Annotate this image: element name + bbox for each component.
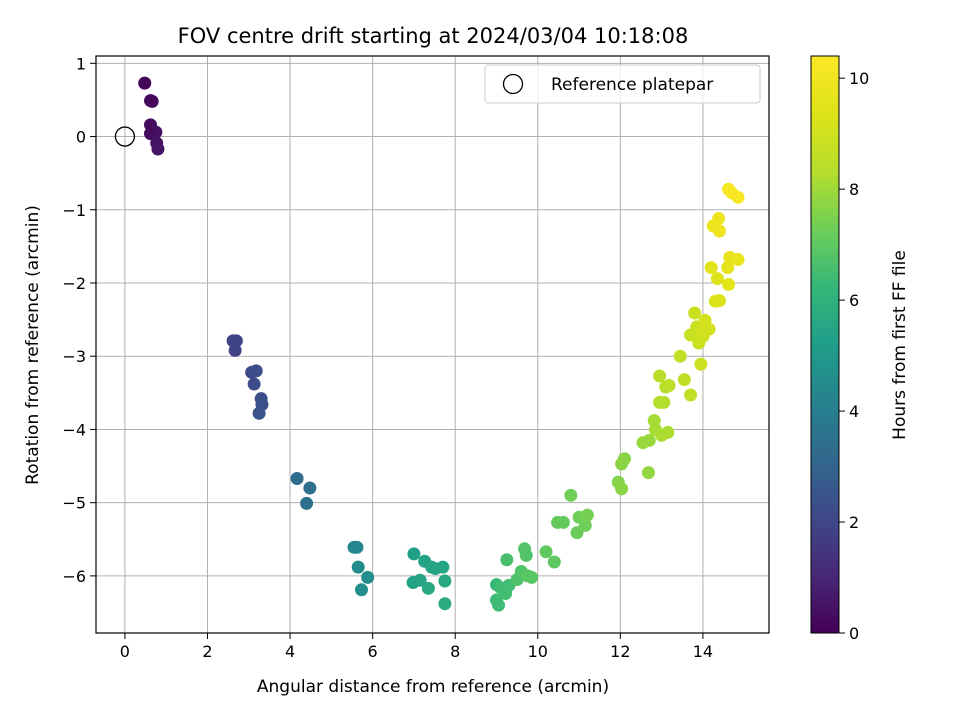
grid-lines xyxy=(96,56,769,633)
data-point xyxy=(438,597,452,611)
data-point xyxy=(249,364,263,378)
data-point xyxy=(354,583,368,597)
data-point xyxy=(539,545,553,559)
data-point xyxy=(653,369,667,383)
y-axis-label: Rotation from reference (arcmin) xyxy=(23,205,43,485)
x-tick-label: 10 xyxy=(528,642,548,661)
x-tick-label: 8 xyxy=(450,642,460,661)
data-point xyxy=(642,433,656,447)
data-point xyxy=(407,547,421,561)
data-point xyxy=(138,76,152,90)
reference-point xyxy=(114,126,136,147)
data-point xyxy=(564,488,578,502)
data-point xyxy=(361,570,375,584)
legend-marker-icon xyxy=(502,73,524,95)
data-point xyxy=(438,574,452,588)
data-point xyxy=(151,142,165,156)
y-tick-label: −2 xyxy=(62,274,86,293)
y-tick-label: −3 xyxy=(62,347,86,366)
colorbar-tick-label: 4 xyxy=(849,402,859,421)
x-axis-label: Angular distance from reference (arcmin) xyxy=(257,677,609,697)
y-tick-label: −5 xyxy=(62,494,86,513)
data-point xyxy=(303,481,317,495)
data-point xyxy=(351,560,365,574)
data-point xyxy=(499,586,513,600)
data-point xyxy=(617,452,631,466)
data-points xyxy=(138,76,745,612)
colorbar-tick-label: 2 xyxy=(849,513,859,532)
data-point xyxy=(290,471,304,485)
data-point xyxy=(688,306,702,320)
x-tick-label: 12 xyxy=(610,642,630,661)
colorbar-ticks: 0 2 4 6 8 10 xyxy=(839,69,869,643)
y-tick-label: 0 xyxy=(76,128,86,147)
data-point xyxy=(704,261,718,275)
data-point xyxy=(731,190,745,204)
data-point xyxy=(673,349,687,363)
plot-frame xyxy=(95,55,770,634)
colorbar-tick-label: 0 xyxy=(849,624,859,643)
legend: Reference platepar xyxy=(484,64,761,104)
y-tick-label: 1 xyxy=(76,54,86,73)
colorbar-tick-label: 8 xyxy=(849,180,859,199)
x-tick-label: 6 xyxy=(368,642,378,661)
data-point xyxy=(710,272,724,286)
chart-title: FOV centre drift starting at 2024/03/04 … xyxy=(178,24,689,48)
data-point xyxy=(247,377,261,391)
colorbar-label: Hours from first FF file xyxy=(890,250,910,440)
data-point xyxy=(436,560,450,574)
legend-label: Reference platepar xyxy=(551,75,713,95)
data-point xyxy=(556,515,570,529)
data-point xyxy=(721,261,735,275)
data-point xyxy=(578,518,592,532)
data-point xyxy=(722,277,736,291)
data-point xyxy=(145,94,159,108)
y-tick-label: −4 xyxy=(62,420,86,439)
reference-marker xyxy=(114,126,136,147)
data-point xyxy=(144,127,158,141)
data-point xyxy=(228,343,242,357)
y-tick-label: −6 xyxy=(62,567,86,586)
data-point xyxy=(731,253,745,267)
data-point xyxy=(252,406,266,420)
data-point xyxy=(525,570,539,584)
data-point xyxy=(684,388,698,402)
x-tick-label: 2 xyxy=(202,642,212,661)
legend-box xyxy=(484,64,761,104)
colorbar xyxy=(810,55,840,634)
data-point xyxy=(350,540,364,554)
y-tick-label: −1 xyxy=(62,201,86,220)
data-point xyxy=(421,581,435,595)
data-point xyxy=(406,575,420,589)
data-point xyxy=(712,212,726,226)
data-point xyxy=(300,496,314,510)
x-tick-label: 4 xyxy=(285,642,295,661)
data-point xyxy=(500,553,514,567)
data-point xyxy=(677,373,691,387)
colorbar-tick-label: 10 xyxy=(849,69,869,88)
data-point xyxy=(694,357,708,371)
x-axis-ticks: 0 2 4 6 8 10 12 14 xyxy=(120,633,713,661)
data-point xyxy=(641,466,655,480)
data-point xyxy=(492,598,506,612)
data-point xyxy=(712,224,726,238)
colorbar-tick-label: 6 xyxy=(849,291,859,310)
y-axis-ticks: 1 0 −1 −2 −3 −4 −5 −6 xyxy=(62,54,96,586)
data-point xyxy=(519,548,533,562)
x-tick-label: 14 xyxy=(693,642,713,661)
data-point xyxy=(657,395,671,409)
data-point xyxy=(547,555,561,569)
data-point xyxy=(661,425,675,439)
data-point xyxy=(694,324,708,338)
x-tick-label: 0 xyxy=(120,642,130,661)
data-point xyxy=(662,379,676,393)
data-point xyxy=(712,294,726,308)
data-point xyxy=(615,482,629,496)
data-point xyxy=(580,508,594,522)
data-point xyxy=(229,334,243,348)
